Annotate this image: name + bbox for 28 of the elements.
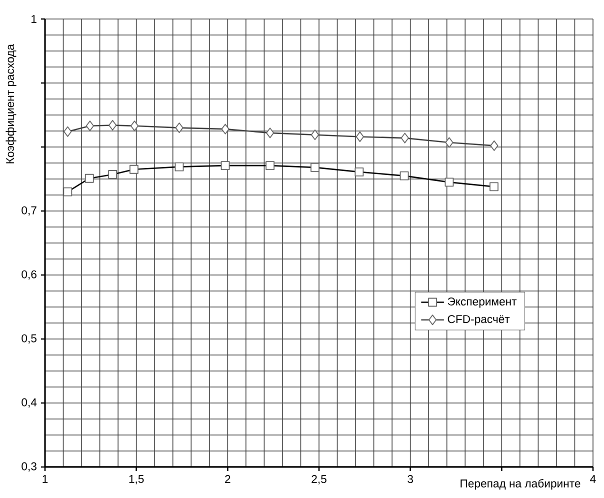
point xyxy=(356,131,364,142)
x-axis-title: Перепад на лабиринте xyxy=(460,479,580,490)
y-tick-label: 0,7 xyxy=(22,206,36,216)
point xyxy=(86,120,94,132)
x-tick-label: 3 xyxy=(408,475,413,484)
y-tick-label: 0,6 xyxy=(22,270,36,280)
point xyxy=(445,137,454,148)
point xyxy=(400,132,409,144)
point xyxy=(175,122,184,134)
point xyxy=(310,130,320,140)
point xyxy=(108,120,117,130)
point xyxy=(490,140,498,151)
legend-label: CFD-расчёт xyxy=(448,315,510,326)
point xyxy=(221,124,230,134)
x-tick-label: 1 xyxy=(42,475,48,483)
y-tick-label: 0,5 xyxy=(22,334,36,344)
x-tick-label: 2 xyxy=(225,475,230,483)
point xyxy=(64,126,72,137)
y-tick-label: 0,4 xyxy=(22,398,37,408)
point xyxy=(266,128,274,138)
x-tick-label: 1,5 xyxy=(129,475,144,484)
x-tick-label: 2,5 xyxy=(312,475,326,484)
x-tick-label: 4 xyxy=(590,475,596,483)
point xyxy=(130,120,139,132)
y-axis-title: Коэффициент расхода xyxy=(6,44,16,164)
y-tick-label: 0,3 xyxy=(22,462,36,472)
legend-label: Эксперимент xyxy=(448,297,517,308)
y-tick-label: 1 xyxy=(32,15,36,23)
